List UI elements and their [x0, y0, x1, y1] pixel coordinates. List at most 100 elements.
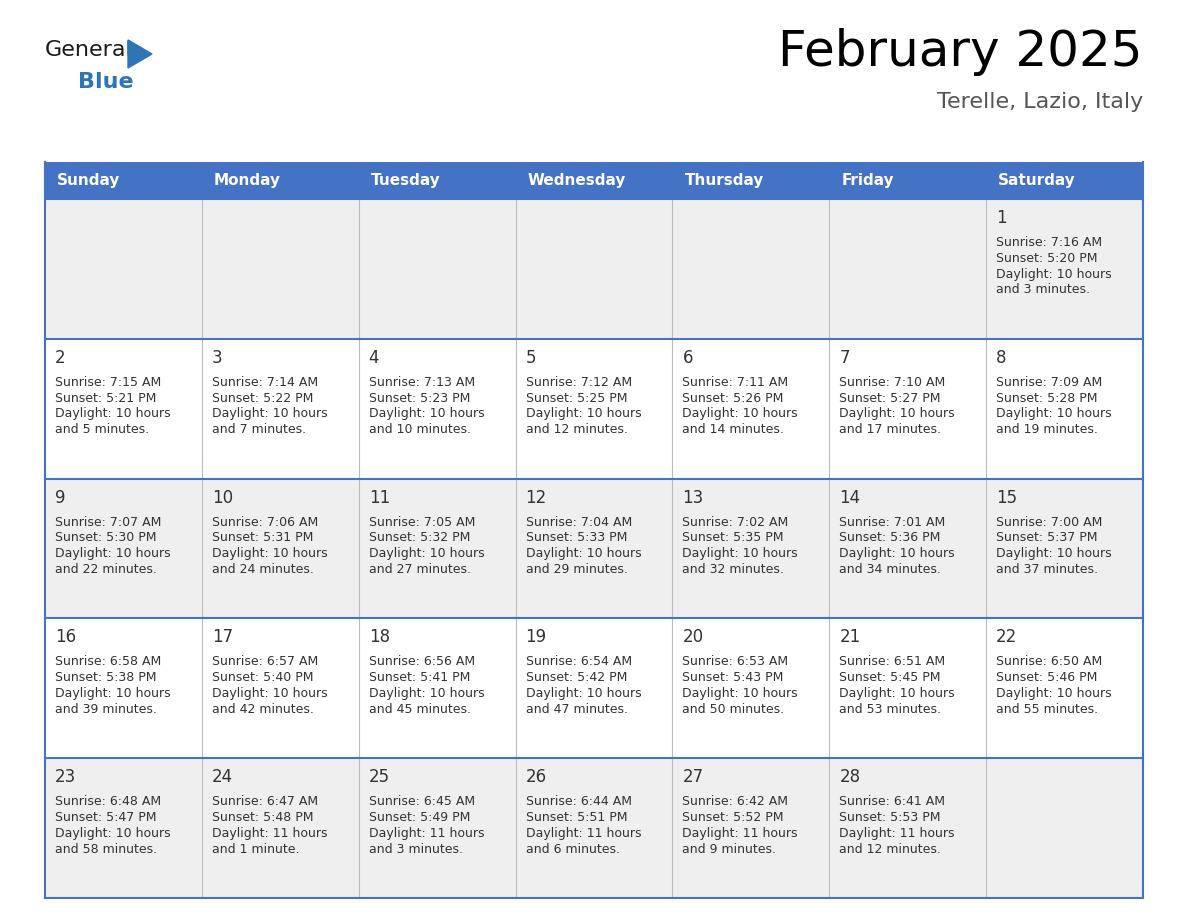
Bar	[45, 478, 1143, 619]
Text: Blue: Blue	[78, 72, 133, 92]
Text: Sunset: 5:22 PM: Sunset: 5:22 PM	[211, 392, 314, 405]
Text: and 58 minutes.: and 58 minutes.	[55, 843, 157, 856]
Text: and 10 minutes.: and 10 minutes.	[368, 423, 470, 436]
Bar	[45, 199, 1143, 339]
Text: 14: 14	[839, 488, 860, 507]
Text: Sunset: 5:30 PM: Sunset: 5:30 PM	[55, 532, 157, 544]
Text: and 34 minutes.: and 34 minutes.	[839, 563, 941, 576]
Bar	[45, 339, 1143, 478]
Text: Sunrise: 7:06 AM: Sunrise: 7:06 AM	[211, 516, 318, 529]
Text: Sunset: 5:37 PM: Sunset: 5:37 PM	[997, 532, 1098, 544]
Text: and 29 minutes.: and 29 minutes.	[525, 563, 627, 576]
Text: Sunset: 5:47 PM: Sunset: 5:47 PM	[55, 811, 157, 824]
Text: and 3 minutes.: and 3 minutes.	[368, 843, 462, 856]
Text: Sunrise: 7:04 AM: Sunrise: 7:04 AM	[525, 516, 632, 529]
Text: Daylight: 10 hours: Daylight: 10 hours	[839, 687, 955, 700]
Text: Sunrise: 7:13 AM: Sunrise: 7:13 AM	[368, 375, 475, 389]
Text: Monday: Monday	[214, 173, 280, 188]
Text: Sunset: 5:36 PM: Sunset: 5:36 PM	[839, 532, 941, 544]
Text: Sunset: 5:28 PM: Sunset: 5:28 PM	[997, 392, 1098, 405]
Text: Daylight: 10 hours: Daylight: 10 hours	[525, 408, 642, 420]
Text: and 5 minutes.: and 5 minutes.	[55, 423, 150, 436]
Text: and 14 minutes.: and 14 minutes.	[682, 423, 784, 436]
Text: and 27 minutes.: and 27 minutes.	[368, 563, 470, 576]
Text: and 7 minutes.: and 7 minutes.	[211, 423, 307, 436]
Text: Wednesday: Wednesday	[527, 173, 626, 188]
Text: Sunset: 5:20 PM: Sunset: 5:20 PM	[997, 252, 1098, 264]
Text: 3: 3	[211, 349, 222, 367]
Text: 21: 21	[839, 629, 860, 646]
Text: Sunrise: 7:14 AM: Sunrise: 7:14 AM	[211, 375, 318, 389]
Text: 12: 12	[525, 488, 546, 507]
Text: Daylight: 11 hours: Daylight: 11 hours	[682, 827, 798, 840]
Text: Sunrise: 7:12 AM: Sunrise: 7:12 AM	[525, 375, 632, 389]
Text: Sunrise: 6:57 AM: Sunrise: 6:57 AM	[211, 655, 318, 668]
Text: and 42 minutes.: and 42 minutes.	[211, 703, 314, 716]
Text: Sunrise: 7:01 AM: Sunrise: 7:01 AM	[839, 516, 946, 529]
Text: and 53 minutes.: and 53 minutes.	[839, 703, 941, 716]
Text: 24: 24	[211, 768, 233, 786]
Text: Daylight: 10 hours: Daylight: 10 hours	[682, 687, 798, 700]
Text: Sunset: 5:40 PM: Sunset: 5:40 PM	[211, 671, 314, 684]
Text: Sunset: 5:41 PM: Sunset: 5:41 PM	[368, 671, 470, 684]
Text: 13: 13	[682, 488, 703, 507]
Bar	[45, 758, 1143, 898]
Text: Sunset: 5:51 PM: Sunset: 5:51 PM	[525, 811, 627, 824]
Text: Sunset: 5:53 PM: Sunset: 5:53 PM	[839, 811, 941, 824]
Text: 16: 16	[55, 629, 76, 646]
Text: Sunrise: 7:10 AM: Sunrise: 7:10 AM	[839, 375, 946, 389]
Text: Sunset: 5:32 PM: Sunset: 5:32 PM	[368, 532, 470, 544]
Text: Sunset: 5:42 PM: Sunset: 5:42 PM	[525, 671, 627, 684]
Text: Daylight: 10 hours: Daylight: 10 hours	[55, 408, 171, 420]
Text: Sunset: 5:52 PM: Sunset: 5:52 PM	[682, 811, 784, 824]
Text: Sunrise: 6:42 AM: Sunrise: 6:42 AM	[682, 795, 789, 808]
Text: Sunrise: 6:50 AM: Sunrise: 6:50 AM	[997, 655, 1102, 668]
Text: Sunset: 5:48 PM: Sunset: 5:48 PM	[211, 811, 314, 824]
Text: Sunset: 5:35 PM: Sunset: 5:35 PM	[682, 532, 784, 544]
Text: Sunset: 5:31 PM: Sunset: 5:31 PM	[211, 532, 314, 544]
Text: 19: 19	[525, 629, 546, 646]
Text: Sunrise: 6:53 AM: Sunrise: 6:53 AM	[682, 655, 789, 668]
Text: Daylight: 10 hours: Daylight: 10 hours	[368, 687, 485, 700]
Text: Daylight: 11 hours: Daylight: 11 hours	[368, 827, 485, 840]
Text: 8: 8	[997, 349, 1006, 367]
Text: Sunrise: 7:05 AM: Sunrise: 7:05 AM	[368, 516, 475, 529]
Text: and 32 minutes.: and 32 minutes.	[682, 563, 784, 576]
Text: and 12 minutes.: and 12 minutes.	[525, 423, 627, 436]
Text: Sunset: 5:43 PM: Sunset: 5:43 PM	[682, 671, 784, 684]
Text: and 9 minutes.: and 9 minutes.	[682, 843, 777, 856]
Text: and 17 minutes.: and 17 minutes.	[839, 423, 941, 436]
Text: 27: 27	[682, 768, 703, 786]
Text: 9: 9	[55, 488, 65, 507]
Text: Friday: Friday	[841, 173, 893, 188]
Text: and 39 minutes.: and 39 minutes.	[55, 703, 157, 716]
Text: and 37 minutes.: and 37 minutes.	[997, 563, 1098, 576]
Text: Sunrise: 7:16 AM: Sunrise: 7:16 AM	[997, 236, 1102, 249]
Text: Sunrise: 6:56 AM: Sunrise: 6:56 AM	[368, 655, 475, 668]
Text: Sunrise: 7:07 AM: Sunrise: 7:07 AM	[55, 516, 162, 529]
Text: Sunset: 5:45 PM: Sunset: 5:45 PM	[839, 671, 941, 684]
Text: 28: 28	[839, 768, 860, 786]
Text: Sunrise: 6:58 AM: Sunrise: 6:58 AM	[55, 655, 162, 668]
Text: Daylight: 10 hours: Daylight: 10 hours	[525, 687, 642, 700]
Text: Thursday: Thursday	[684, 173, 764, 188]
Text: 25: 25	[368, 768, 390, 786]
Text: Terelle, Lazio, Italy: Terelle, Lazio, Italy	[937, 92, 1143, 112]
Text: 2: 2	[55, 349, 65, 367]
Text: 26: 26	[525, 768, 546, 786]
Text: Sunrise: 6:48 AM: Sunrise: 6:48 AM	[55, 795, 162, 808]
Text: 15: 15	[997, 488, 1017, 507]
Text: General: General	[45, 40, 133, 60]
Text: 11: 11	[368, 488, 390, 507]
Text: Sunrise: 7:00 AM: Sunrise: 7:00 AM	[997, 516, 1102, 529]
Text: Sunrise: 7:02 AM: Sunrise: 7:02 AM	[682, 516, 789, 529]
Text: 6: 6	[682, 349, 693, 367]
Text: 5: 5	[525, 349, 536, 367]
Text: 17: 17	[211, 629, 233, 646]
Text: Daylight: 10 hours: Daylight: 10 hours	[525, 547, 642, 560]
Text: 4: 4	[368, 349, 379, 367]
Text: and 24 minutes.: and 24 minutes.	[211, 563, 314, 576]
Text: Saturday: Saturday	[998, 173, 1076, 188]
Text: Sunrise: 7:11 AM: Sunrise: 7:11 AM	[682, 375, 789, 389]
Text: Daylight: 10 hours: Daylight: 10 hours	[839, 408, 955, 420]
